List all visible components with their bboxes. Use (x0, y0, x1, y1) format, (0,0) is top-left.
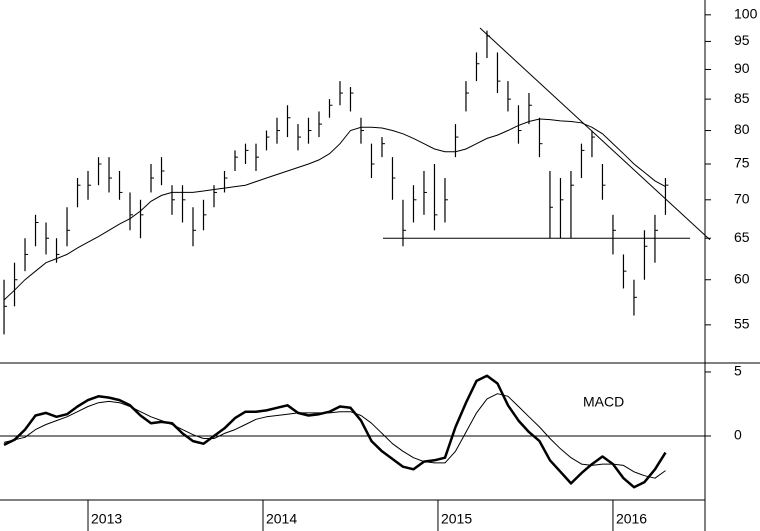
x-tick-label: 2015 (441, 511, 472, 527)
y-tick-label: 90 (734, 60, 750, 76)
x-tick-label: 2014 (266, 511, 297, 527)
x-tick-label: 2013 (91, 511, 122, 527)
y-tick-label: 80 (734, 121, 750, 137)
y-tick-label: 70 (734, 190, 750, 206)
y-tick-label: 95 (734, 32, 750, 48)
macd-line (3, 393, 666, 479)
y-tick-label: 75 (734, 155, 750, 171)
macd-label: MACD (583, 394, 624, 410)
macd-line (3, 374, 667, 489)
y-tick-label: 60 (734, 270, 750, 286)
y-tick-label: 55 (734, 316, 750, 332)
y-tick-label: 5 (734, 363, 742, 379)
y-tick-label: 0 (734, 427, 742, 443)
moving-average (3, 118, 666, 301)
trend-line (479, 27, 711, 241)
y-tick-label: 100 (734, 6, 758, 22)
y-tick-label: 65 (734, 229, 750, 245)
y-tick-label: 85 (734, 90, 750, 106)
x-tick-label: 2016 (616, 511, 647, 527)
